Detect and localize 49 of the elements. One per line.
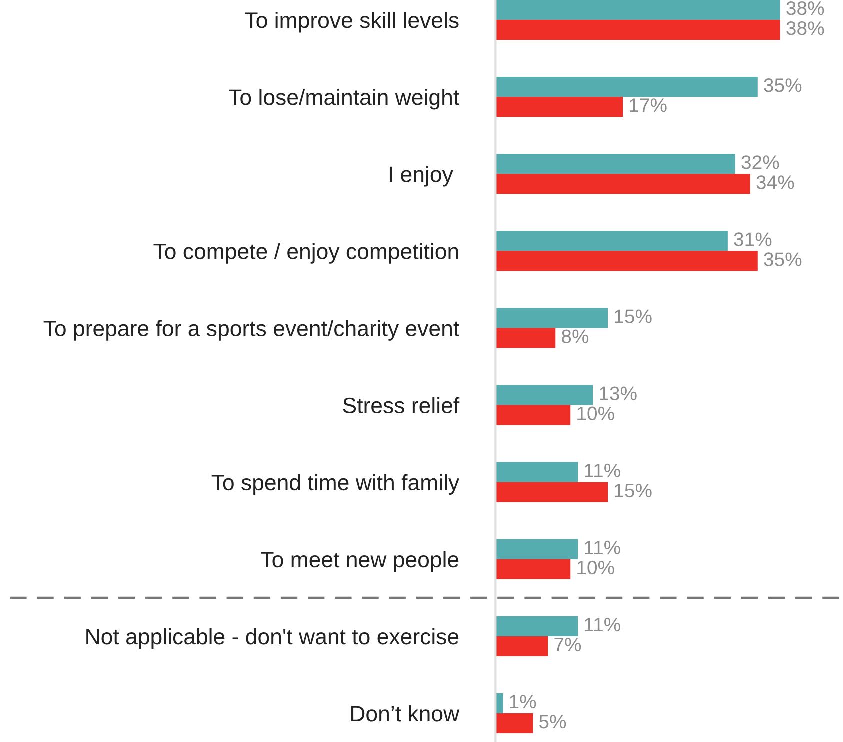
bar [496, 20, 780, 40]
bar [496, 539, 578, 560]
bar [496, 0, 780, 20]
data-label: 13% [600, 386, 637, 400]
bar [496, 97, 624, 118]
y-tick-label: To lose/maintain weight [229, 89, 460, 110]
bar [496, 308, 608, 328]
bar [496, 636, 548, 656]
data-label: 11% [585, 618, 620, 632]
data-label: 32% [742, 156, 780, 170]
bar [496, 154, 736, 174]
y-tick-label: Stress relief [343, 397, 460, 414]
bar [496, 462, 578, 482]
y-tick-label: To meet new people [261, 551, 459, 572]
data-label: 10% [578, 560, 614, 575]
data-label: 15% [615, 484, 652, 498]
y-tick-label: To prepare for a sports event/charity event [44, 320, 460, 341]
data-label: 35% [764, 252, 802, 266]
data-label: 11% [585, 464, 620, 478]
bar [496, 559, 571, 580]
data-label: 10% [578, 406, 614, 421]
bar [496, 231, 728, 252]
bar [496, 713, 534, 734]
bar [496, 328, 556, 348]
y-tick-label: I enjoy [390, 166, 454, 187]
y-tick-label: Don’t know [351, 705, 460, 722]
y-tick-label: Not applicable - don't want to exercise [86, 628, 459, 650]
y-tick-label: To spend time with family [212, 474, 460, 495]
bar [496, 482, 608, 502]
data-label: 11% [585, 540, 620, 555]
bar [496, 77, 758, 98]
data-label: 7% [554, 638, 582, 652]
data-label: 35% [764, 78, 802, 92]
bar [496, 405, 571, 426]
data-label: 5% [539, 715, 566, 729]
bar [496, 616, 578, 636]
bar [496, 174, 750, 194]
data-label: 38% [786, 22, 824, 36]
data-label: 34% [756, 176, 794, 190]
bar [496, 251, 758, 272]
data-label: 1% [510, 695, 536, 709]
data-label: 15% [615, 310, 652, 324]
data-label: 31% [734, 232, 772, 246]
data-label: 8% [562, 330, 589, 344]
data-label: 17% [630, 98, 667, 112]
y-tick-label: To compete / enjoy competition [154, 243, 458, 264]
bar [496, 385, 594, 406]
y-tick-label: To improve skill levels [245, 12, 459, 33]
data-label: 38% [786, 1, 824, 16]
